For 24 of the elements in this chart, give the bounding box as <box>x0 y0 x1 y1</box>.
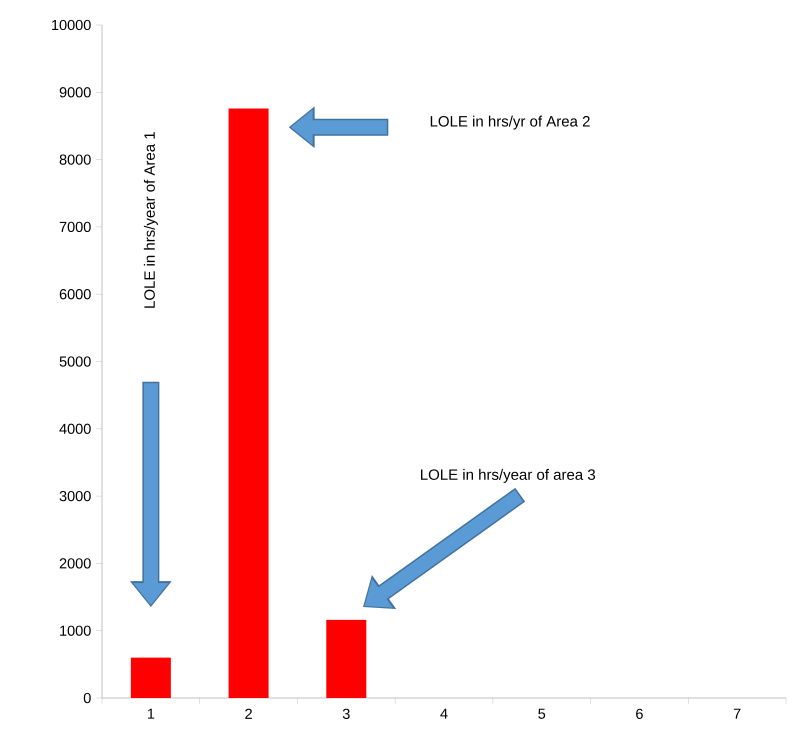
annotation: LOLE in hrs/yr of Area 2 <box>430 116 590 130</box>
y-tick-label: 1000 <box>60 626 91 636</box>
annotation: LOLE in hrs/year of area 3 <box>421 468 596 483</box>
y-tick-label: 8000 <box>60 154 91 165</box>
annotation: LOLE in hrs/year of Area 1 <box>144 132 158 308</box>
x-tick-label: 6 <box>636 708 643 719</box>
y-tick-label: 9000 <box>60 87 91 98</box>
y-tick-label: 7000 <box>60 222 91 232</box>
y-tick-label: 3000 <box>60 490 91 502</box>
y-tick-label: 10000 <box>52 20 91 30</box>
x-tick-label: 4 <box>440 708 448 719</box>
x-tick-label: 2 <box>245 708 252 719</box>
y-tick-label: 0 <box>84 692 91 704</box>
y-tick-label: 6000 <box>60 289 91 300</box>
x-tick-label: 1 <box>148 708 154 719</box>
bar <box>130 658 171 698</box>
y-tick-label: 2000 <box>60 558 91 569</box>
y-tick-label: 4000 <box>59 424 91 434</box>
y-tick-label: 5000 <box>60 356 91 367</box>
bar <box>326 620 366 698</box>
x-tick-label: 5 <box>538 708 546 719</box>
x-tick-label: 3 <box>342 708 350 719</box>
bar <box>228 108 269 698</box>
x-tick-label: 7 <box>734 708 740 719</box>
